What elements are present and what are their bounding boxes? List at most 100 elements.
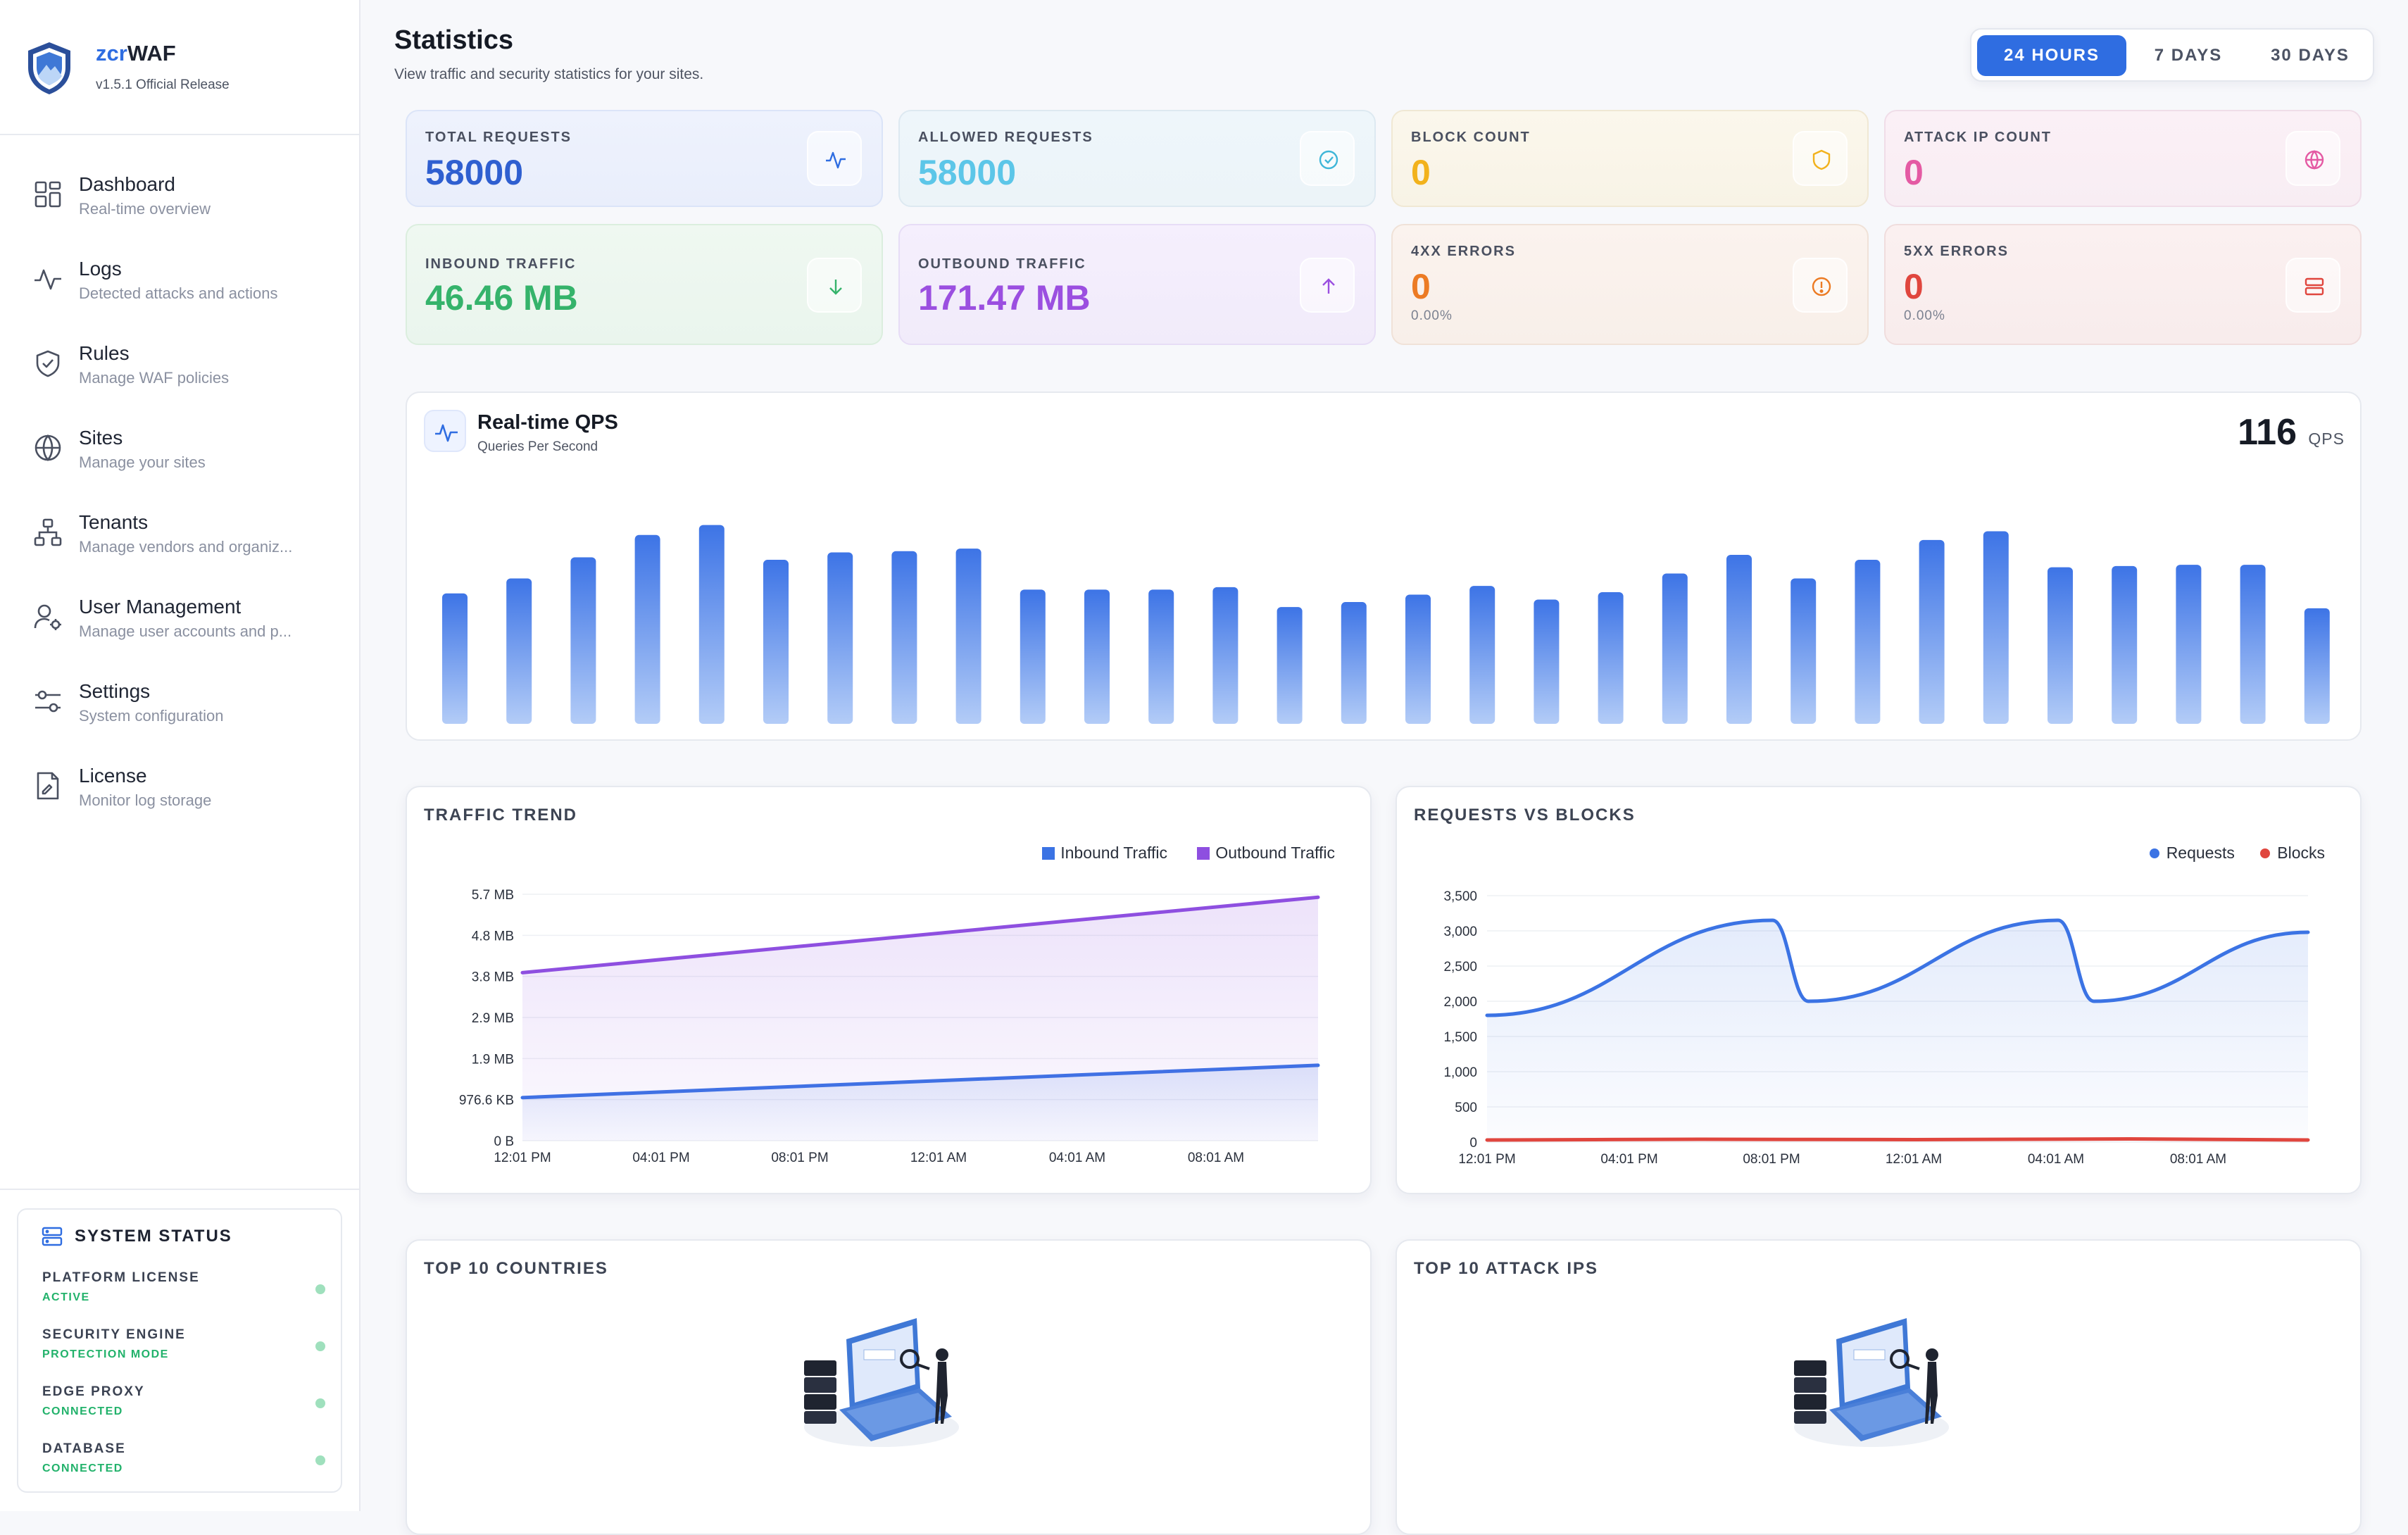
- dashboard-grid-icon: [35, 181, 61, 208]
- system-status-card: SYSTEM STATUS PLATFORM LICENSE ACTIVE SE…: [17, 1208, 342, 1493]
- range-7d-button[interactable]: 7 DAYS: [2154, 46, 2223, 65]
- legend-item-requests[interactable]: Requests: [2149, 844, 2235, 862]
- app-name: zcrWAF: [96, 41, 176, 65]
- activity-icon: [435, 424, 458, 442]
- org-tree-icon: [34, 518, 62, 546]
- qps-bar: [2304, 608, 2330, 724]
- qps-bar: [763, 560, 789, 724]
- top-attack-ips-panel: TOP 10 ATTACK IPS: [1396, 1239, 2362, 1535]
- stat-value: 171.47 MB: [918, 278, 1091, 318]
- page-title: Statistics: [394, 25, 513, 55]
- stat-card-inbound-traffic: INBOUND TRAFFIC 46.46 MB: [406, 224, 883, 345]
- sidebar-item-rules[interactable]: Rules Manage WAF policies: [0, 337, 359, 407]
- qps-bar: [2112, 565, 2138, 724]
- sidebar-item-user-management[interactable]: User Management Manage user accounts and…: [0, 590, 359, 660]
- qps-bar: [1534, 599, 1560, 724]
- qps-panel: Real-time QPS Queries Per Second 116 QPS: [406, 391, 2362, 741]
- x-tick-label: 08:01 AM: [2170, 1152, 2226, 1167]
- sidebar-item-subtitle: Manage vendors and organiz...: [79, 538, 293, 556]
- qps-bar: [1020, 589, 1046, 724]
- x-tick-label: 08:01 PM: [771, 1151, 828, 1165]
- range-30d-button[interactable]: 30 DAYS: [2271, 46, 2350, 65]
- status-row-platform-license: PLATFORM LICENSE ACTIVE: [42, 1270, 325, 1312]
- empty-state-illustration: [1794, 1318, 1949, 1447]
- qps-bar: [1405, 594, 1431, 724]
- x-tick-label: 08:01 AM: [1188, 1151, 1244, 1165]
- sidebar-item-dashboard[interactable]: Dashboard Real-time overview: [0, 168, 359, 238]
- qps-bar: [2048, 567, 2073, 724]
- qps-bar: [1598, 591, 1624, 724]
- shield-logo-icon: [28, 42, 70, 94]
- sidebar: zcrWAF v1.5.1 Official Release Dashboard…: [0, 0, 360, 1511]
- qps-bar: [1855, 560, 1881, 724]
- qps-bar: [1084, 589, 1110, 724]
- legend-swatch: [1197, 847, 1210, 860]
- sidebar-item-logs[interactable]: Logs Detected attacks and actions: [0, 252, 359, 322]
- x-tick-label: 04:01 AM: [2028, 1152, 2084, 1167]
- sidebar-item-title: User Management: [79, 596, 242, 618]
- traffic-legend: Inbound Traffic Outbound Traffic: [1042, 844, 1335, 863]
- y-tick-label: 1.9 MB: [472, 1052, 514, 1067]
- qps-bar: [698, 525, 725, 724]
- status-label: SECURITY ENGINE: [42, 1327, 186, 1342]
- alert-circle-icon: [1812, 277, 1831, 296]
- status-dot: [315, 1398, 325, 1408]
- qps-current-value: 116: [2238, 412, 2297, 453]
- sidebar-item-sites[interactable]: Sites Manage your sites: [0, 421, 359, 491]
- legend-item-inbound[interactable]: Inbound Traffic: [1042, 844, 1167, 862]
- y-tick-label: 976.6 KB: [459, 1094, 514, 1108]
- qps-bar: [634, 534, 660, 724]
- qps-bar: [891, 551, 917, 724]
- sidebar-item-title: Tenants: [79, 511, 149, 533]
- qps-bar: [1469, 586, 1495, 724]
- sidebar-item-subtitle: Real-time overview: [79, 200, 211, 218]
- legend-item-blocks[interactable]: Blocks: [2260, 844, 2325, 862]
- status-divider: [0, 1189, 359, 1190]
- stat-icon-box: [1793, 131, 1848, 186]
- sidebar-item-tenants[interactable]: Tenants Manage vendors and organiz...: [0, 506, 359, 576]
- sliders-icon: [35, 690, 61, 713]
- sidebar-item-settings[interactable]: Settings System configuration: [0, 675, 359, 745]
- panel-title: TOP 10 COUNTRIES: [424, 1259, 608, 1278]
- sidebar-item-subtitle: Manage user accounts and p...: [79, 622, 292, 640]
- range-24h-button[interactable]: 24 HOURS: [1977, 35, 2126, 76]
- sidebar-item-title: Sites: [79, 427, 123, 449]
- stat-card-total-requests: TOTAL REQUESTS 58000: [406, 110, 883, 207]
- qps-bar: [570, 557, 596, 724]
- sidebar-item-title: Logs: [79, 258, 122, 280]
- stat-icon-box: [2285, 131, 2340, 186]
- stat-label: INBOUND TRAFFIC: [425, 256, 577, 272]
- sidebar-item-subtitle: Monitor log storage: [79, 791, 212, 809]
- status-value: CONNECTED: [42, 1405, 123, 1417]
- y-tick-label: 3,000: [1443, 925, 1477, 939]
- sidebar-item-subtitle: Detected attacks and actions: [79, 284, 278, 302]
- panel-title: TOP 10 ATTACK IPS: [1414, 1259, 1599, 1278]
- requests-legend: Requests Blocks: [2149, 844, 2325, 863]
- legend-item-outbound[interactable]: Outbound Traffic: [1197, 844, 1335, 862]
- y-tick-label: 2,500: [1443, 960, 1477, 975]
- brand[interactable]: zcrWAF v1.5.1 Official Release: [24, 37, 348, 100]
- empty-state-illustration: [804, 1318, 959, 1447]
- status-row-security-engine: SECURITY ENGINE PROTECTION MODE: [42, 1327, 325, 1370]
- stat-label: ATTACK IP COUNT: [1904, 130, 2052, 145]
- stat-value: 58000: [425, 153, 524, 192]
- qps-bar-chart: [442, 525, 2330, 724]
- x-tick-label: 08:01 PM: [1743, 1152, 1800, 1167]
- series-area: [1487, 920, 2308, 1142]
- stat-card-4xx-errors: 4XX ERRORS 0 0.00%: [1391, 224, 1869, 345]
- status-dot: [315, 1341, 325, 1351]
- stat-card-attack-ip-count: ATTACK IP COUNT 0: [1884, 110, 2362, 207]
- sidebar-item-license[interactable]: License Monitor log storage: [0, 759, 359, 829]
- requests-vs-blocks-panel: REQUESTS VS BLOCKS Requests Blocks 0 500 1…: [1396, 786, 2362, 1194]
- stat-value: 0: [1904, 153, 1924, 192]
- qps-bar: [506, 578, 532, 724]
- legend-swatch: [1042, 847, 1055, 860]
- status-value: CONNECTED: [42, 1462, 123, 1474]
- sidebar-item-title: Dashboard: [79, 173, 175, 195]
- sidebar-item-title: Rules: [79, 342, 130, 364]
- shield-icon: [1812, 149, 1831, 170]
- arrow-down-icon: [829, 280, 842, 295]
- shield-check-icon: [36, 350, 60, 377]
- series-line: [1485, 1136, 2310, 1142]
- status-label: DATABASE: [42, 1441, 126, 1456]
